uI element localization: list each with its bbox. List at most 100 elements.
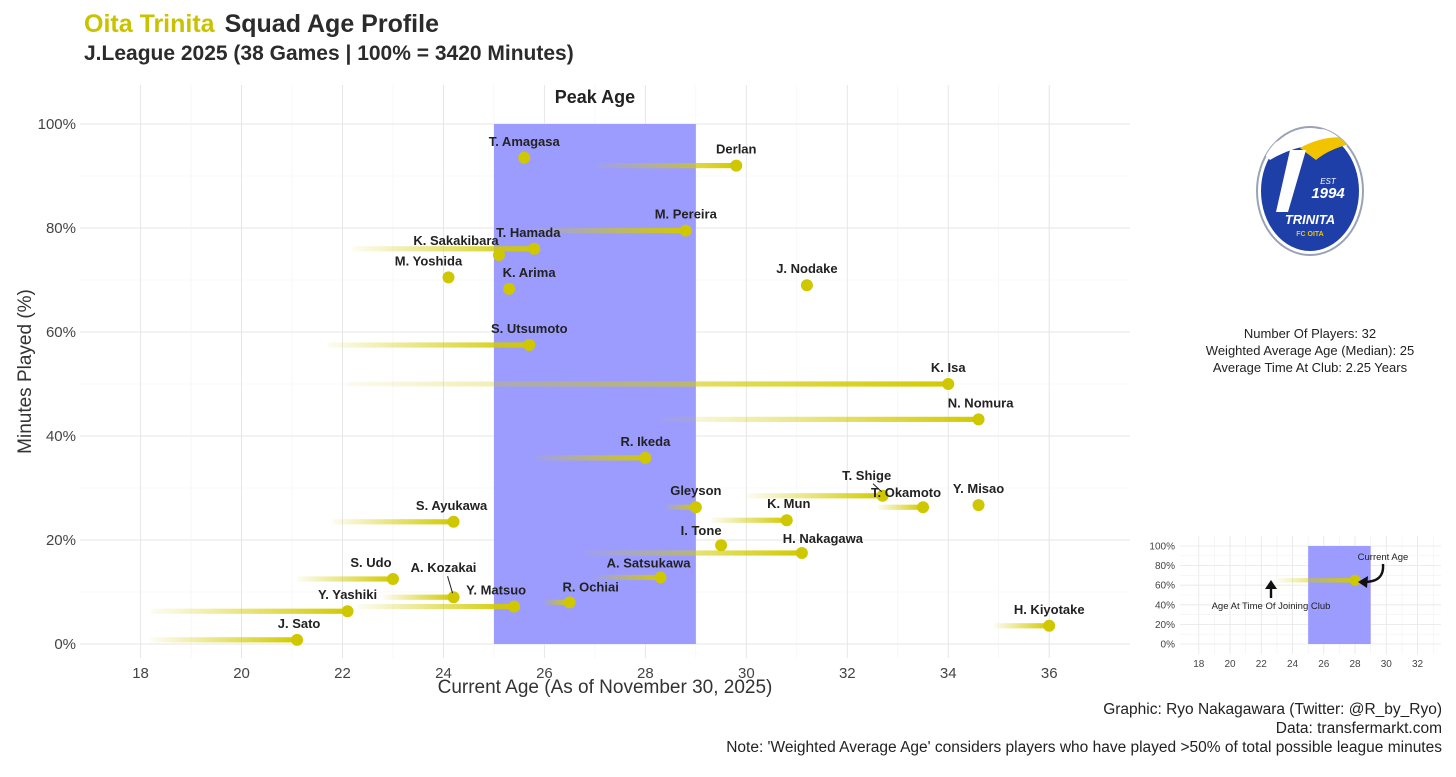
player-point (518, 151, 531, 164)
player-point (386, 573, 399, 585)
player-point (876, 489, 889, 502)
player-point (508, 600, 521, 613)
player-label: K. Sakakibara (413, 233, 499, 248)
legend-tenure-line (1276, 578, 1356, 583)
footer-credit: Graphic: Ryo Nakagawara (Twitter: @R_by_… (1103, 701, 1442, 718)
player-label: K. Mun (767, 496, 810, 511)
x-tick-label: 32 (839, 665, 856, 682)
player-point (341, 605, 354, 618)
y-tick-label: 40% (46, 428, 76, 445)
legend-y-tick-label: 60% (1155, 581, 1175, 592)
x-tick-label: 36 (1041, 665, 1058, 682)
legend-y-tick-label: 20% (1155, 620, 1175, 631)
legend-tenure-line (1276, 578, 1356, 583)
legend-x-tick-label: 26 (1318, 659, 1330, 670)
club-name: Oita Trinita (84, 10, 215, 38)
player-label: K. Arima (503, 265, 557, 280)
legend-x-tick-label: 22 (1256, 659, 1268, 670)
player-point (563, 596, 576, 609)
player-label: R. Ikeda (620, 434, 671, 449)
stat-time-at-club: Average Time At Club: 2.25 Years (1212, 360, 1408, 375)
y-tick-label: 0% (54, 636, 76, 653)
main-axes: 18 20 22 24 26 28 30 32 34 36 0% 20% 40% 60% 80% 100% Cu… (15, 116, 1058, 698)
label-leader-line (872, 483, 882, 493)
y-tick-label: 20% (46, 532, 76, 549)
player-point (503, 282, 516, 295)
player-label: A. Kozakai (411, 560, 477, 575)
tenure-line (993, 623, 1050, 629)
squad-stats: Number Of Players: 32 Weighted Average A… (1162, 325, 1456, 376)
player-point (639, 451, 652, 464)
player-points (291, 151, 1056, 646)
player-label: R. Ochiai (562, 579, 618, 594)
tenure-line (534, 455, 646, 461)
footer-note: Note: 'Weighted Average Age' considers p… (726, 739, 1442, 756)
player-point (730, 159, 743, 172)
legend-x-tick-label: 20 (1224, 659, 1236, 670)
player-label: T. Okamoto (871, 485, 941, 500)
legend-annotations: Current Age Age At Time Of Joining Club (1212, 552, 1409, 612)
player-label: T. Amagasa (489, 134, 561, 149)
player-point (795, 547, 808, 559)
player-label: Y. Matsuo (466, 583, 526, 598)
logo-body (1261, 131, 1359, 251)
stat-players: Number Of Players: 32 (1243, 326, 1377, 341)
player-point (715, 539, 728, 552)
tenure-line (746, 493, 883, 499)
tenure-line (660, 416, 979, 422)
legend-point (1349, 574, 1361, 586)
tenure-line (711, 517, 787, 523)
player-point (442, 271, 455, 284)
player-label: T. Shige (842, 468, 891, 483)
chart-header: Oita Trinita Squad Age Profile J.League 2… (84, 8, 574, 68)
player-point (917, 501, 930, 514)
tenure-line (594, 163, 737, 169)
logo-est: EST (1320, 177, 1337, 186)
legend-x-tick-label: 30 (1381, 659, 1393, 670)
legend-peak-rect (1308, 546, 1371, 644)
player-point (528, 242, 541, 255)
x-tick-label: 26 (536, 665, 553, 682)
player-label: A. Satsukawa (607, 555, 692, 570)
tenure-line (877, 504, 924, 510)
legend-current-arrowhead (1358, 576, 1368, 588)
player-label: Derlan (716, 142, 757, 157)
player-label: Gleyson (670, 483, 721, 498)
tenure-line (534, 228, 686, 234)
tenure-line (347, 381, 949, 387)
tenure-line (150, 608, 348, 614)
player-label: S. Ayukawa (416, 498, 488, 513)
player-label: I. Tone (681, 523, 722, 538)
player-label: H. Kiyotake (1014, 602, 1085, 617)
legend-x-tick-label: 32 (1412, 659, 1424, 670)
y-tick-label: 80% (46, 220, 76, 237)
legend-y-tick-label: 40% (1155, 600, 1175, 611)
legend-y-tick-label: 80% (1155, 561, 1175, 572)
peak-age-label: Peak Age (555, 87, 635, 107)
tenure-line (382, 594, 454, 600)
player-label: H. Nakagawa (783, 531, 864, 546)
player-point (972, 413, 985, 426)
player-point (689, 501, 702, 514)
tenure-line (332, 519, 454, 525)
tenure-line (584, 550, 802, 556)
club-logo: EST 1994 TRINITA FC OITA (1256, 126, 1364, 256)
tenure-line (327, 342, 530, 348)
y-axis-title: Minutes Played (%) (15, 289, 36, 454)
logo-sub: FC OITA (1296, 231, 1323, 238)
stat-weighted-age: Weighted Average Age (Median): 25 (1205, 343, 1415, 358)
x-tick-label: 22 (334, 665, 351, 682)
player-label: N. Nomura (948, 395, 1015, 410)
player-label: K. Isa (931, 360, 966, 375)
x-tick-label: 20 (233, 665, 250, 682)
tenure-line (357, 603, 515, 610)
player-label: M. Pereira (655, 207, 718, 222)
player-label: Y. Misao (953, 481, 1004, 496)
x-tick-label: 30 (738, 665, 755, 682)
player-label: S. Utsumoto (491, 321, 568, 336)
chart-subtitle: J.League 2025 (38 Games | 100% = 3420 Mi… (84, 42, 574, 65)
player-point (654, 571, 667, 584)
player-point (492, 249, 505, 262)
legend-x-tick-label: 24 (1287, 659, 1299, 670)
